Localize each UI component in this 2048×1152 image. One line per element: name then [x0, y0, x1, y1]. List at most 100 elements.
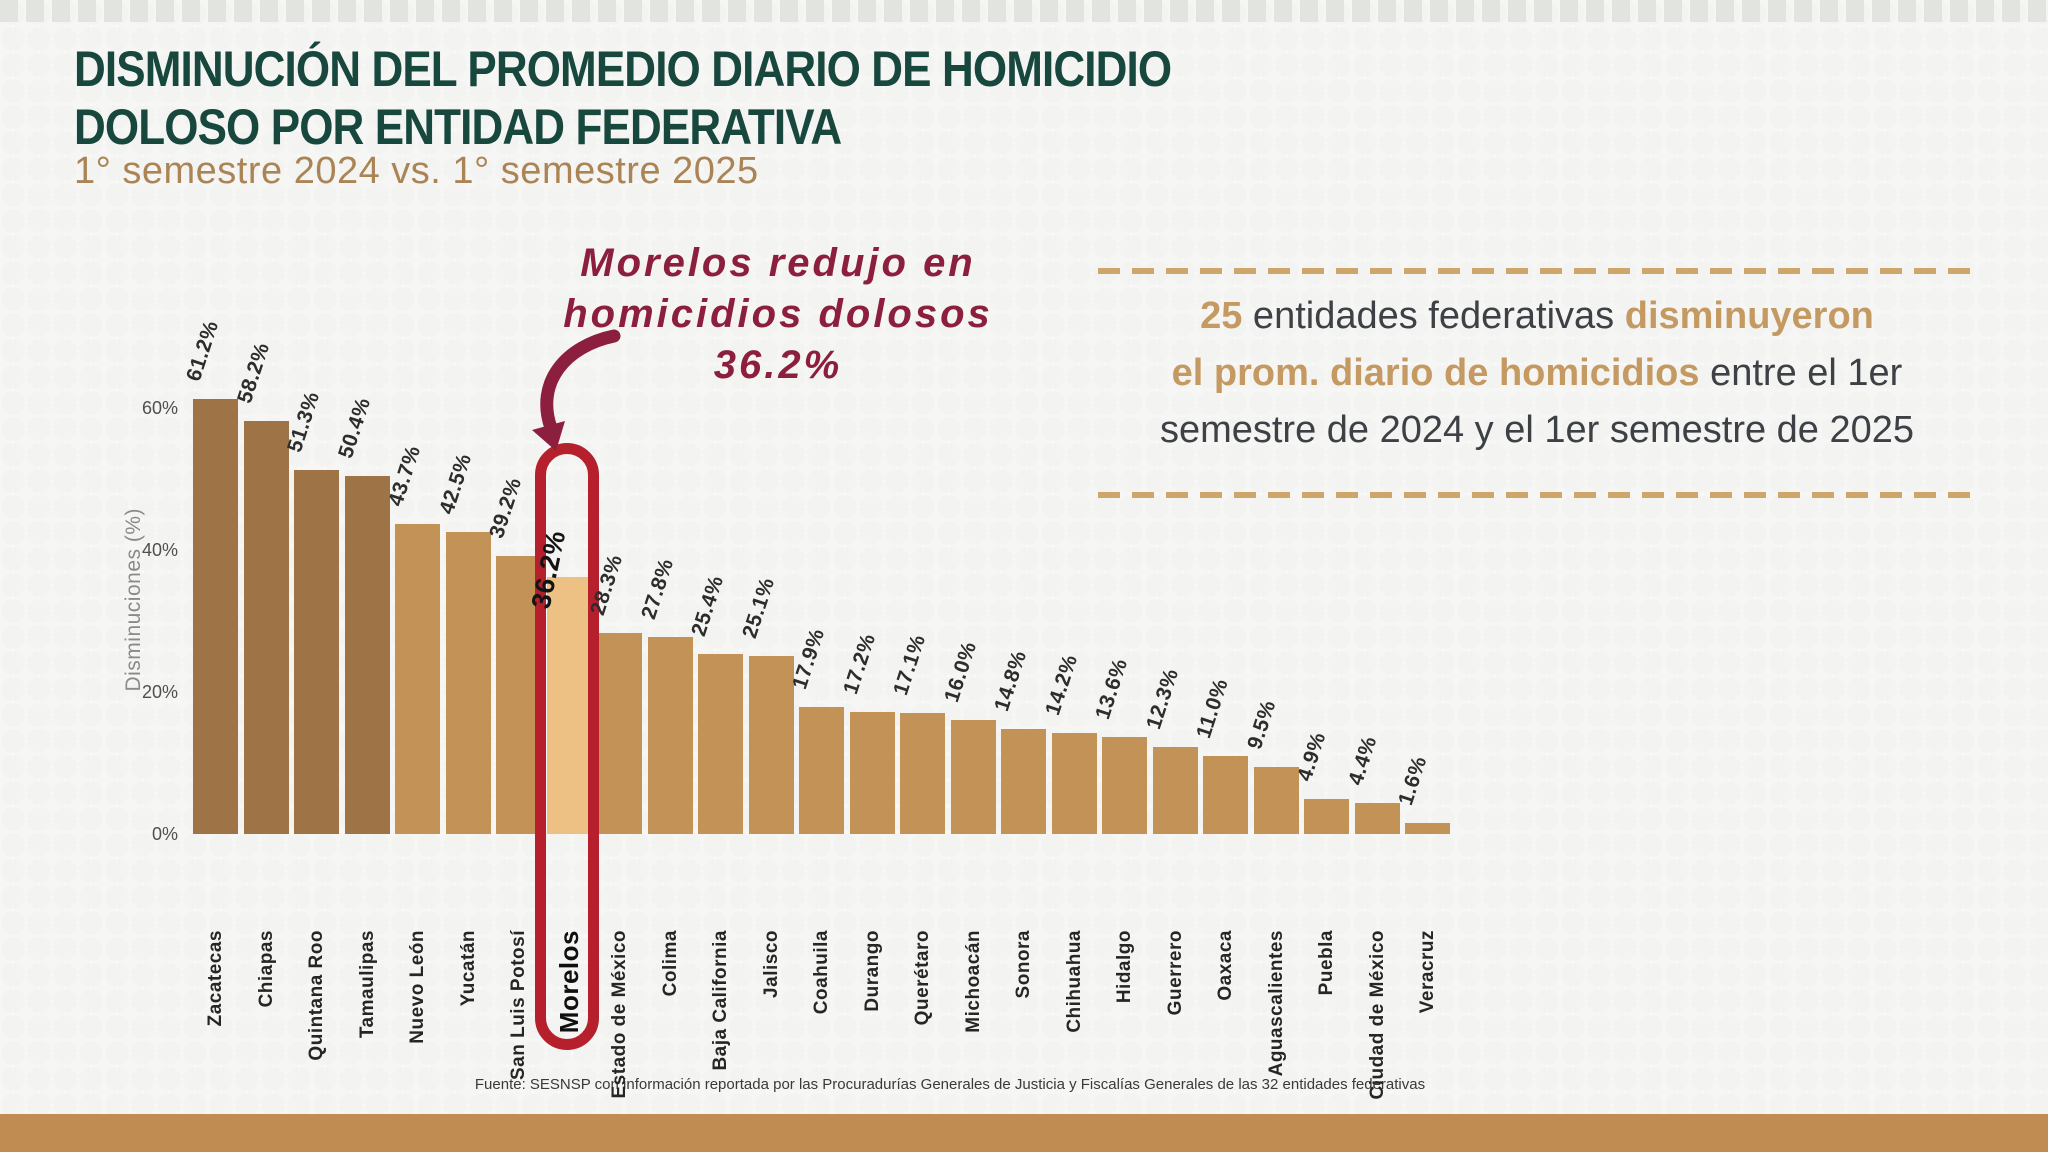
bar-category-label: Colima — [659, 930, 681, 997]
dashed-divider-top — [1098, 268, 1976, 274]
bar-value-label: 1.6% — [1394, 753, 1432, 808]
bar-value-label: 17.1% — [889, 631, 931, 698]
bar-category-label: Aguascalientes — [1265, 930, 1287, 1077]
morelos-callout-line3: 36.2% — [713, 343, 843, 387]
bar-1 — [193, 399, 238, 834]
bar-highlight-8 — [546, 576, 592, 834]
bar-24 — [1354, 802, 1400, 834]
bar-category-label: Morelos — [554, 930, 584, 1034]
bar-10 — [647, 636, 693, 834]
bar-20 — [1152, 746, 1198, 834]
stats-segment: entidades federativas — [1242, 295, 1625, 337]
page-title: DISMINUCIÓN DEL PROMEDIO DIARIO DE HOMIC… — [74, 40, 1172, 156]
y-axis-tick: 40% — [141, 540, 178, 560]
source-note: Fuente: SESNSP con información reportada… — [474, 1076, 1426, 1093]
bar-category-label: Baja California — [710, 930, 731, 1071]
morelos-highlight-outline — [535, 443, 599, 1050]
bar-17 — [1001, 728, 1046, 834]
bar-value-label: 25.4% — [687, 572, 729, 639]
bar-19 — [1102, 737, 1147, 834]
bar-value-label: 13.6% — [1091, 656, 1133, 723]
stats-line: semestre de 2024 y el 1er semestre de 20… — [1098, 402, 1976, 459]
bar-value-label: 17.9% — [788, 625, 830, 692]
bar-category-label: Estado de México — [609, 930, 630, 1099]
bar-category-label: Zacatecas — [205, 930, 226, 1027]
bar-value-label: 14.8% — [990, 647, 1032, 714]
stats-segment: el prom. diario de homicidios — [1171, 352, 1700, 394]
bar-22 — [1253, 766, 1299, 834]
bar-category-label: Puebla — [1316, 930, 1337, 996]
bar-value-label: 12.3% — [1141, 665, 1183, 732]
bar-category-label: Nuevo León — [407, 930, 428, 1044]
bar-value-label: 43.7% — [384, 442, 426, 509]
bar-23 — [1304, 799, 1349, 834]
bar-4 — [344, 476, 390, 834]
bar-category-label: Yucatán — [457, 930, 479, 1007]
bar-11 — [698, 653, 743, 834]
bar-category-label: Querétaro — [912, 930, 933, 1026]
bar-9 — [597, 633, 642, 834]
stats-segment: disminuyeron — [1624, 295, 1874, 337]
bar-value-label: 61.2% — [182, 318, 224, 385]
bar-value-label: 4.9% — [1293, 729, 1331, 785]
bar-value-label: 9.5% — [1242, 697, 1280, 752]
y-axis-tick: 60% — [141, 398, 178, 418]
bar-13 — [799, 706, 844, 834]
bar-14 — [849, 711, 895, 834]
bar-2 — [243, 420, 289, 834]
bar-value-label: 16.0% — [939, 639, 981, 706]
bar-value-label: 4.4% — [1343, 733, 1381, 788]
bar-category-label: Veracruz — [1417, 930, 1438, 1014]
bar-category-label: San Luis Potosí — [508, 930, 529, 1081]
bar-21 — [1203, 755, 1248, 834]
bar-category-label: Quintana Roo — [306, 930, 327, 1061]
stats-segment: 25 — [1200, 295, 1243, 337]
stats-text: 25 entidades federativas disminuyeron el … — [1098, 288, 1976, 459]
bar-16 — [950, 720, 996, 834]
bar-category-label: Jalisco — [760, 930, 782, 998]
bar-18 — [1051, 733, 1097, 834]
bar-value-label: 51.3% — [283, 388, 325, 455]
bar-category-label: Tamaulipas — [356, 930, 378, 1039]
y-axis-tick: 0% — [151, 824, 178, 844]
bar-category-label: Michoacán — [962, 930, 984, 1033]
bar-7 — [496, 555, 541, 834]
bar-category-label: Chihuahua — [1063, 930, 1085, 1033]
dashed-divider-bottom — [1098, 492, 1976, 498]
page-title-line1: DISMINUCIÓN DEL PROMEDIO DIARIO DE HOMIC… — [74, 41, 1172, 97]
bar-category-label: Guerrero — [1164, 930, 1186, 1016]
bar-category-label: Sonora — [1013, 930, 1034, 999]
bar-value-label: 17.2% — [838, 630, 880, 697]
y-axis-tick: 20% — [141, 682, 178, 702]
bar-value-label: 42.5% — [434, 451, 476, 518]
bar-12 — [748, 655, 794, 834]
bar-5 — [395, 523, 440, 834]
bar-category-label: Chiapas — [255, 930, 277, 1008]
bar-category-label: Hidalgo — [1114, 930, 1135, 1004]
bar-value-label: 25.1% — [737, 574, 779, 641]
bar-25 — [1405, 822, 1450, 834]
bar-value-label: 27.8% — [636, 555, 678, 622]
bar-category-label: Durango — [861, 930, 883, 1012]
bar-value-label: 11.0% — [1192, 675, 1233, 741]
morelos-callout-line2: homicidios dolosos — [563, 292, 993, 336]
bar-15 — [900, 712, 945, 834]
bar-category-label: Ciudad de México — [1366, 930, 1388, 1100]
morelos-callout-line1: Morelos redujo en — [580, 241, 976, 285]
bar-value-label: 14.2% — [1040, 652, 1082, 719]
top-edge-pattern-strip — [0, 0, 2048, 22]
bar-6 — [445, 532, 491, 834]
page-subtitle: 1° semestre 2024 vs. 1° semestre 2025 — [74, 150, 759, 192]
bar-3 — [294, 469, 339, 834]
morelos-callout: Morelos redujo en homicidios dolosos 36.… — [538, 238, 1018, 391]
bar-value-label: 58.2% — [232, 339, 274, 406]
stats-segment: semestre de 2024 y el 1er semestre de 20… — [1159, 409, 1915, 451]
y-axis-title: Disminuciones (%) — [122, 508, 145, 692]
bar-value-label: 39.2% — [485, 474, 527, 541]
bottom-accent-bar — [0, 1114, 2048, 1152]
stats-segment: entre el 1er — [1699, 352, 1903, 394]
stats-line: 25 entidades federativas disminuyeron — [1098, 288, 1976, 345]
stats-line: el prom. diario de homicidios entre el 1… — [1098, 345, 1976, 402]
